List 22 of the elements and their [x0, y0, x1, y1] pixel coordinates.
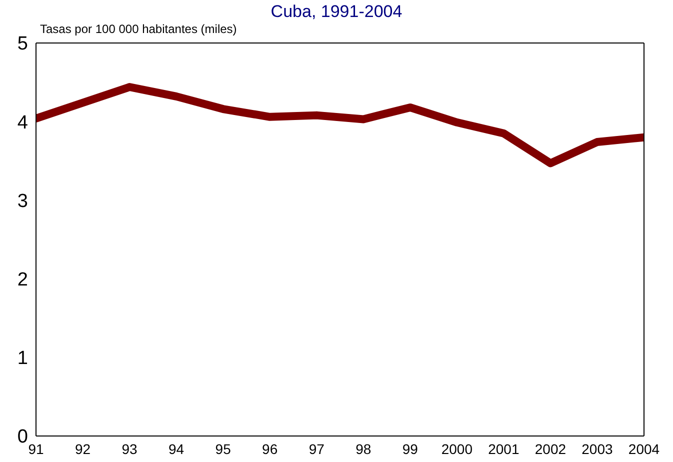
x-tick-label: 2001 — [488, 440, 520, 457]
x-tick-label: 99 — [402, 440, 418, 457]
x-tick-label: 2003 — [582, 440, 614, 457]
y-tick-label: 2 — [17, 270, 28, 291]
y-tick-label: 3 — [17, 190, 28, 212]
y-tick-label: 4 — [17, 112, 28, 134]
x-tick-label: 2004 — [628, 440, 660, 457]
y-axis-title: Tasas por 100 000 habitantes (miles) — [40, 22, 237, 36]
x-tick-label: 98 — [356, 440, 372, 457]
x-tick-label: 2000 — [441, 440, 473, 457]
x-tick-label: 94 — [168, 440, 184, 457]
x-tick-label: 97 — [308, 440, 325, 457]
x-tick-label: 2002 — [534, 440, 566, 457]
y-tick-label: 5 — [17, 34, 28, 55]
y-tick-label: 0 — [17, 426, 28, 448]
y-tick-label: 1 — [17, 348, 28, 370]
x-tick-label: 95 — [215, 440, 232, 457]
x-tick-label: 91 — [28, 440, 44, 457]
chart-title: Cuba, 1991-2004 — [270, 2, 404, 22]
x-tick-label: 92 — [74, 440, 91, 457]
x-tick-label: 93 — [122, 440, 138, 457]
x-tick-label: 96 — [262, 440, 278, 457]
